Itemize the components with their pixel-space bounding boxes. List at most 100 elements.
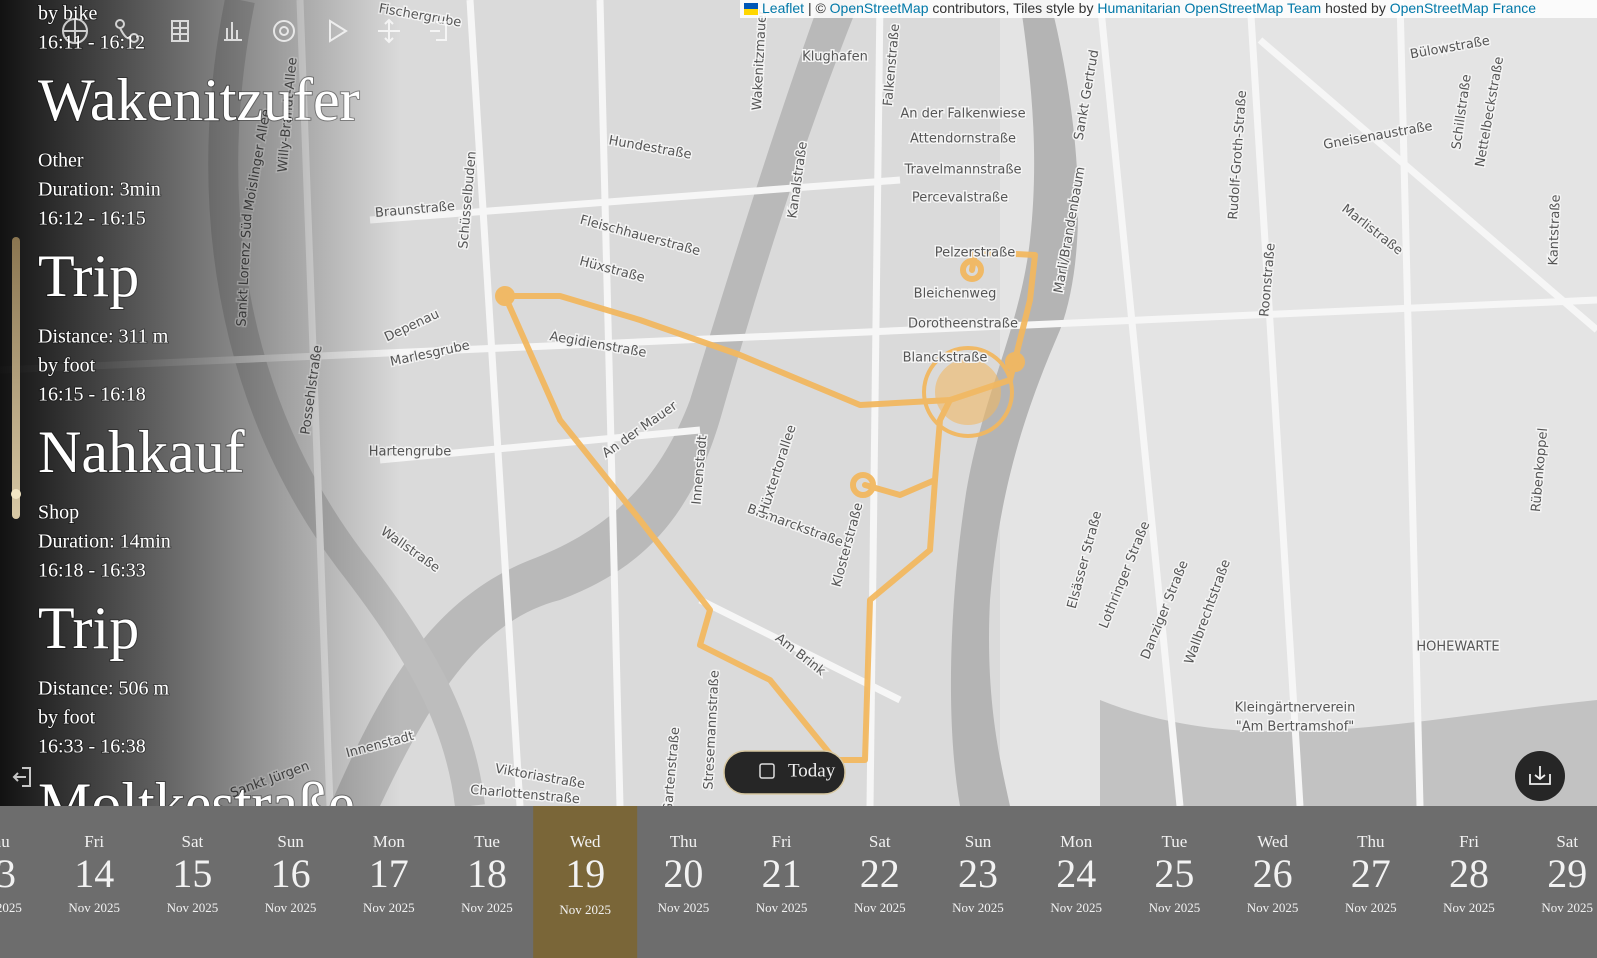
date-day[interactable]: 23 <box>958 851 998 896</box>
move-icon[interactable] <box>378 18 400 44</box>
today-button-bg[interactable] <box>723 750 846 795</box>
attribution: Leaflet | © OpenStreetMap contributors, … <box>762 0 1536 16</box>
date-month[interactable]: Nov 2025 <box>1541 900 1593 915</box>
date-weekday[interactable]: Thu <box>1357 832 1385 851</box>
date-weekday[interactable]: Mon <box>373 832 406 851</box>
entry-detail: 16:15 - 16:18 <box>38 384 146 406</box>
date-day[interactable]: 25 <box>1154 851 1194 896</box>
scrollbar[interactable] <box>12 237 20 519</box>
date-weekday[interactable]: Tue <box>1161 832 1187 851</box>
date-month[interactable]: Nov 2025 <box>265 900 317 915</box>
entry-title[interactable]: Trip <box>37 242 140 310</box>
entry-title[interactable]: Moltkestraße <box>37 770 356 837</box>
date-weekday[interactable]: Thu <box>670 832 698 851</box>
date-weekday[interactable]: Wed <box>1257 832 1288 851</box>
entry-title[interactable]: Trip <box>37 594 140 662</box>
date-day[interactable]: 18 <box>467 851 507 896</box>
date-weekday[interactable]: Sat <box>1556 832 1578 851</box>
date-month[interactable]: Nov 2025 <box>952 900 1004 915</box>
play-icon[interactable] <box>329 19 348 43</box>
osmfr-link[interactable]: OpenStreetMap France <box>1390 0 1537 16</box>
date-month[interactable]: Nov 2025 <box>756 900 808 915</box>
entry-detail: Duration: 14min <box>38 531 171 553</box>
date-month[interactable]: Nov 2025 <box>461 900 513 915</box>
hot-link[interactable]: Humanitarian OpenStreetMap Team <box>1097 0 1321 16</box>
date-weekday[interactable]: Sat <box>182 832 204 851</box>
date-month[interactable]: Nov 2025 <box>658 900 710 915</box>
date-day[interactable]: 29 <box>1547 851 1587 896</box>
date-day[interactable]: 22 <box>860 851 900 896</box>
date-weekday[interactable]: Thu <box>0 832 10 851</box>
osm-link[interactable]: OpenStreetMap <box>830 0 929 16</box>
map[interactable]: FischergrubeKlughafenHundestraßeBraunstr… <box>0 0 1597 814</box>
date-month[interactable]: Nov 2025 <box>1247 900 1299 915</box>
today-label[interactable]: Today <box>788 760 836 781</box>
calendar-icon <box>759 763 775 779</box>
date-weekday[interactable]: Mon <box>1060 832 1093 851</box>
date-day[interactable]: 24 <box>1056 851 1096 896</box>
date-strip <box>0 806 1597 958</box>
date-day[interactable]: 20 <box>663 851 703 896</box>
globe-icon[interactable] <box>62 18 88 44</box>
date-month[interactable]: Nov 2025 <box>0 900 22 915</box>
attribution-text: contributors, Tiles style by <box>932 0 1093 16</box>
date-day[interactable]: 16 <box>271 851 311 896</box>
date-day[interactable]: 14 <box>74 851 114 896</box>
date-weekday[interactable]: Sun <box>277 832 304 851</box>
date-month[interactable]: Nov 2025 <box>167 900 219 915</box>
date-month[interactable]: Nov 2025 <box>1149 900 1201 915</box>
map-label: Bleichenweg <box>914 287 997 302</box>
chart-icon[interactable] <box>224 22 242 41</box>
leaflet-link[interactable]: Leaflet <box>762 0 804 16</box>
map-label: Dorotheenstraße <box>908 317 1018 332</box>
flag-bottom <box>744 9 758 15</box>
date-day[interactable]: 21 <box>762 851 802 896</box>
date-day[interactable]: 13 <box>0 851 16 896</box>
date-weekday[interactable]: Wed <box>570 832 601 851</box>
logout-icon[interactable] <box>12 767 31 787</box>
date-day[interactable]: 17 <box>369 851 409 896</box>
attribution-text: | © <box>808 0 827 16</box>
date-month[interactable]: Nov 2025 <box>363 900 415 915</box>
date-day[interactable]: 27 <box>1351 851 1391 896</box>
date-month[interactable]: Nov 2025 <box>1345 900 1397 915</box>
route-icon[interactable] <box>115 19 139 43</box>
date-weekday[interactable]: Fri <box>84 832 104 851</box>
download-icon <box>1529 766 1551 785</box>
date-month[interactable]: Nov 2025 <box>559 902 611 917</box>
date-weekday[interactable]: Fri <box>772 832 792 851</box>
entry-detail: by foot <box>38 355 96 377</box>
entry-detail: Other <box>38 150 84 172</box>
settings-icon[interactable] <box>273 20 295 42</box>
date-day[interactable]: 28 <box>1449 851 1489 896</box>
date-month[interactable]: Nov 2025 <box>1443 900 1495 915</box>
date-weekday[interactable]: Tue <box>474 832 500 851</box>
entry-detail: Shop <box>38 502 79 524</box>
download-button[interactable] <box>1515 751 1565 801</box>
attribution-bg <box>740 0 1597 18</box>
scroll-thumb[interactable] <box>11 489 21 499</box>
table-icon[interactable] <box>171 20 189 42</box>
date-month[interactable]: Nov 2025 <box>1050 900 1102 915</box>
map-label: Klughafen <box>802 50 868 65</box>
entry-detail: 16:12 - 16:15 <box>38 208 146 230</box>
export-icon[interactable] <box>430 21 447 41</box>
entry-title[interactable]: Nahkauf <box>37 418 246 486</box>
map-label: Kleingärtnerverein <box>1235 701 1356 716</box>
date-day[interactable]: 15 <box>172 851 212 896</box>
today-button[interactable]: Today <box>723 750 846 795</box>
date-month[interactable]: Nov 2025 <box>68 900 120 915</box>
entry-title[interactable]: Wakenitzufer <box>37 66 361 134</box>
attribution-text: hosted by <box>1325 0 1386 16</box>
map-label: Wakenitzmauer <box>750 9 770 111</box>
date-month[interactable]: Nov 2025 <box>854 900 906 915</box>
map-label: Percevalstraße <box>912 191 1008 206</box>
date-day[interactable]: 19 <box>565 851 605 896</box>
date-weekday[interactable]: Fri <box>1459 832 1479 851</box>
date-weekday[interactable]: Sun <box>965 832 992 851</box>
date-weekday[interactable]: Sat <box>869 832 891 851</box>
date-day[interactable]: 26 <box>1253 851 1293 896</box>
